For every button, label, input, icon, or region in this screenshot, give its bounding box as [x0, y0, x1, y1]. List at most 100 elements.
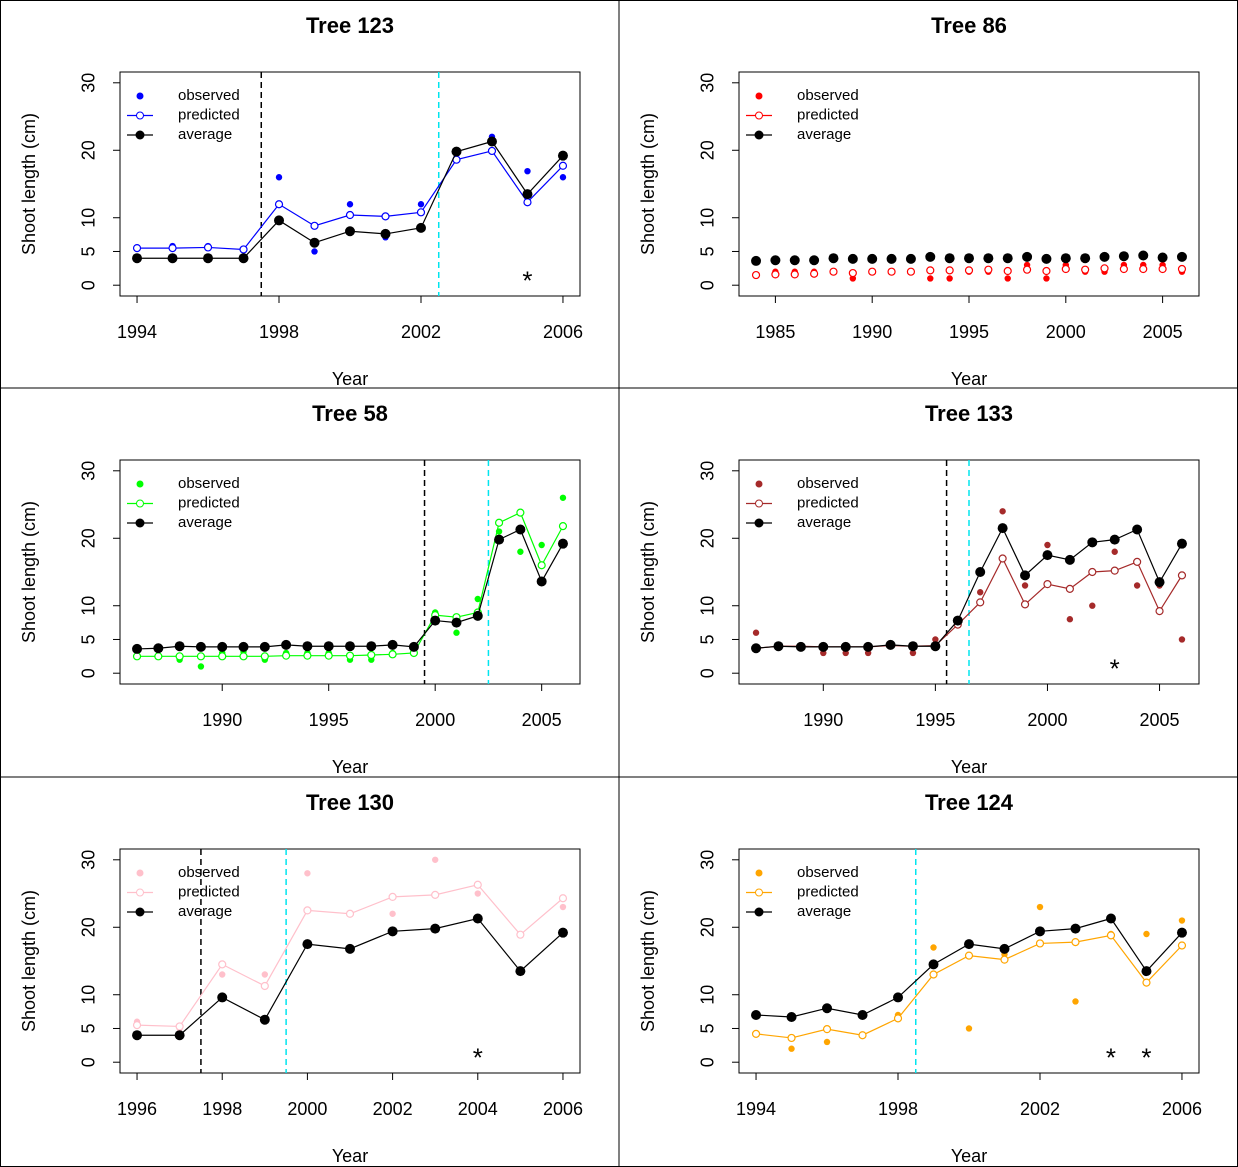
series-line: [756, 917, 1183, 1018]
data-point: [1022, 265, 1032, 274]
y-axis-label: Shoot length (cm): [638, 113, 658, 255]
legend-marker: [136, 869, 144, 877]
data-point: [366, 641, 377, 652]
legend-marker: [136, 888, 144, 897]
data-point: [431, 890, 440, 899]
data-point: [964, 951, 974, 960]
data-point: [217, 992, 228, 1003]
data-point: [822, 1003, 833, 1014]
data-point: [893, 1014, 903, 1023]
y-tick-label: 5: [79, 1023, 99, 1033]
x-tick-label: 2006: [543, 1099, 583, 1119]
data-point: [524, 167, 531, 175]
data-point: [309, 237, 320, 248]
data-point: [1041, 253, 1052, 264]
data-point: [389, 910, 396, 917]
data-point: [1105, 913, 1116, 924]
y-tick-label: 20: [698, 917, 718, 937]
data-point: [1035, 939, 1045, 948]
y-tick-label: 0: [698, 1057, 718, 1067]
data-point: [261, 971, 269, 978]
y-tick-label: 10: [79, 208, 99, 228]
data-point: [494, 518, 504, 527]
data-point: [558, 161, 568, 170]
x-tick-label: 1995: [915, 710, 955, 730]
x-tick-label: 2002: [401, 322, 441, 342]
data-point: [132, 253, 143, 264]
data-point: [1080, 253, 1091, 264]
legend-marker: [755, 480, 763, 488]
x-tick-label: 2002: [1020, 1099, 1060, 1119]
y-tick-label: 30: [79, 461, 99, 481]
data-point: [823, 1038, 831, 1046]
data-point: [557, 927, 568, 938]
legend-marker: [754, 518, 764, 528]
x-axis-label: Year: [332, 757, 368, 777]
data-point: [964, 266, 974, 275]
legend-marker: [754, 130, 764, 140]
data-point: [1061, 264, 1070, 274]
data-point: [197, 663, 205, 670]
data-point: [346, 201, 354, 208]
legend-label: predicted: [797, 106, 859, 123]
data-point: [1157, 252, 1168, 263]
legend-marker: [754, 907, 764, 917]
data-point: [345, 210, 355, 220]
x-tick-label: 1990: [803, 710, 843, 730]
data-point: [281, 639, 292, 650]
y-tick-label: 20: [79, 528, 99, 548]
y-tick-label: 30: [698, 73, 718, 93]
data-point: [451, 146, 462, 157]
data-point: [1138, 250, 1149, 261]
panel-title: Tree 123: [306, 13, 394, 38]
legend-label: observed: [797, 87, 859, 104]
data-point: [1071, 938, 1080, 947]
data-point: [1003, 266, 1012, 276]
data-point: [559, 494, 567, 501]
data-point: [946, 275, 953, 282]
data-point: [168, 243, 177, 253]
data-point: [906, 267, 916, 276]
data-point: [302, 641, 313, 652]
data-point: [217, 641, 228, 652]
data-point: [1087, 537, 1098, 548]
x-tick-label: 1990: [202, 710, 242, 730]
data-point: [1177, 264, 1187, 274]
data-point: [515, 966, 526, 977]
data-point: [1088, 567, 1097, 577]
data-point: [887, 267, 896, 276]
data-point: [175, 1022, 184, 1031]
y-axis-label: Shoot length (cm): [638, 501, 658, 643]
data-point: [154, 652, 163, 661]
legend-marker: [755, 499, 763, 508]
data-point: [965, 1025, 973, 1032]
y-tick-label: 0: [79, 668, 99, 678]
x-tick-label: 2005: [1140, 710, 1180, 730]
data-point: [345, 943, 355, 954]
data-point: [260, 652, 269, 661]
x-tick-label: 1990: [852, 322, 892, 342]
data-point: [345, 226, 355, 237]
data-point: [1176, 927, 1187, 938]
data-point: [219, 971, 226, 978]
data-point: [1119, 264, 1128, 274]
data-point: [868, 267, 877, 276]
x-tick-label: 2002: [373, 1099, 413, 1119]
data-point: [998, 554, 1007, 563]
data-point: [770, 255, 781, 266]
data-point: [925, 251, 936, 262]
data-point: [1177, 571, 1187, 580]
data-point: [416, 208, 426, 217]
data-point: [885, 639, 896, 650]
data-point: [474, 890, 481, 897]
data-point: [345, 651, 355, 660]
data-point: [822, 1025, 832, 1034]
data-point: [1042, 550, 1053, 561]
data-point: [1133, 557, 1142, 566]
legend-marker: [135, 518, 145, 528]
data-point: [473, 880, 482, 889]
data-point: [1021, 582, 1029, 589]
data-point: [387, 639, 398, 650]
y-tick-label: 0: [698, 668, 718, 678]
data-point: [388, 892, 397, 902]
